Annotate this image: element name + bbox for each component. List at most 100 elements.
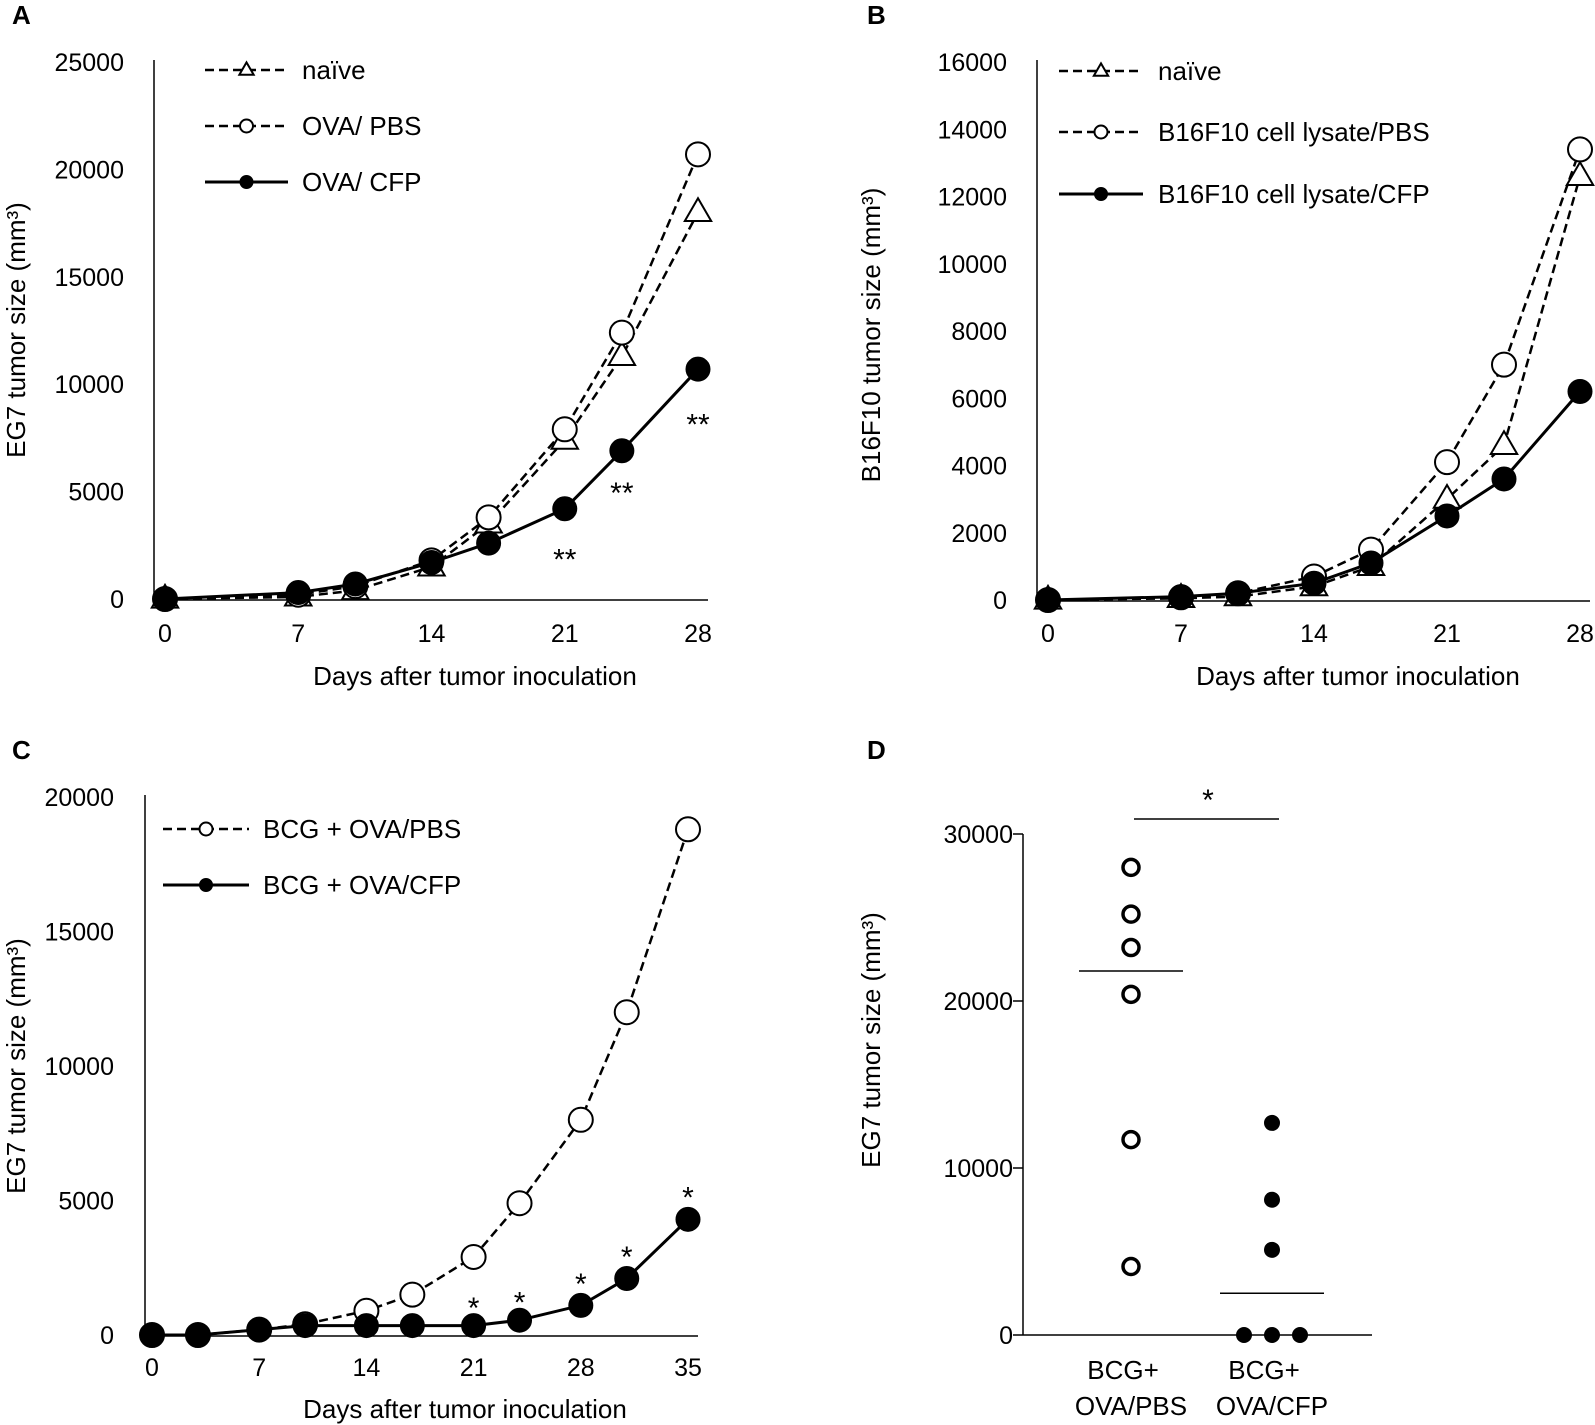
data-point-cfp: [1264, 1191, 1280, 1208]
data-point-series-3: [1491, 466, 1517, 492]
data-point-cfp: [1292, 1327, 1308, 1343]
data-point-series-1: [567, 1106, 594, 1133]
y-tick-label: 10000: [44, 1053, 114, 1081]
data-point-series-1: [1565, 160, 1595, 186]
data-point-series-2: [353, 1313, 379, 1339]
y-tick-label: 15000: [54, 264, 124, 292]
data-point-series-3: [152, 586, 178, 612]
data-point-series-1: [506, 1190, 533, 1217]
x-tick-label: 21: [460, 1354, 488, 1382]
data-point-series-1: [399, 1281, 426, 1308]
panel-letter: D: [867, 735, 886, 765]
y-axis-title: EG7 tumor size (mm³): [1, 938, 31, 1194]
data-point-pbs: [1121, 1129, 1141, 1150]
data-point-pbs: [1121, 937, 1141, 958]
data-point-series-1: [1489, 429, 1519, 455]
data-point-pbs: [1121, 857, 1141, 878]
x-tick-label: 35: [674, 1354, 702, 1382]
y-tick-label: 10000: [937, 251, 1007, 279]
data-point-pbs: [1121, 984, 1141, 1005]
x-tick-label: 7: [291, 620, 305, 648]
data-point-series-2: [1567, 136, 1593, 163]
panel-c: C 0 5000 10000 15000 20000 0 7 14 21 28 35 Days afte…: [1, 735, 702, 1424]
y-axis-title: EG7 tumor size (mm³): [1, 202, 31, 458]
category-label-line-1: BCG+: [1228, 1355, 1300, 1385]
y-axis-title: EG7 tumor size (mm³): [856, 912, 886, 1168]
data-point-series-2: [614, 1266, 640, 1292]
panel-a: A 0 5000 10000 15000 20000 25000 0 7 14 21 28 Days a…: [1, 0, 713, 691]
legend-marker: [1093, 124, 1109, 140]
data-point-series-3: [1301, 570, 1327, 596]
significance-marker: **: [686, 408, 710, 441]
x-axis-title: Days after tumor inoculation: [303, 1394, 627, 1424]
data-point-series-3: [1225, 580, 1251, 606]
data-point-pbs: [1121, 1256, 1141, 1277]
x-tick-label: 14: [418, 620, 446, 648]
data-point-series-2: [292, 1313, 318, 1339]
y-tick-label: 0: [110, 586, 124, 614]
x-tick-label: 28: [567, 1354, 595, 1382]
data-point-series-2: [475, 504, 502, 531]
data-point-series-2: [685, 141, 711, 168]
legend-marker: [1092, 61, 1110, 77]
legend-marker: [237, 60, 256, 76]
legend-label: B16F10 cell lysate/PBS: [1158, 117, 1430, 147]
panel-letter: C: [12, 735, 31, 765]
y-tick-label: 20000: [943, 988, 1013, 1016]
data-point-cfp: [1236, 1327, 1252, 1343]
x-tick-label: 14: [1300, 620, 1328, 648]
y-tick-label: 0: [100, 1322, 114, 1350]
y-tick-label: 20000: [44, 784, 114, 812]
legend-label: naïve: [1158, 56, 1222, 86]
significance-marker: *: [682, 1182, 694, 1215]
data-point-series-3: [1434, 503, 1460, 529]
significance-marker: *: [468, 1292, 480, 1325]
data-point-series-3: [1358, 550, 1384, 576]
legend-marker: [198, 821, 214, 837]
y-tick-label: 10000: [943, 1155, 1013, 1183]
y-tick-label: 0: [993, 587, 1007, 615]
data-point-cfp: [1264, 1327, 1280, 1343]
data-point-series-3: [1567, 379, 1593, 405]
x-tick-label: 7: [252, 1354, 266, 1382]
legend-marker: [1094, 187, 1108, 201]
x-tick-label: 0: [1041, 620, 1055, 648]
y-tick-label: 15000: [44, 919, 114, 947]
category-label-line-1: BCG+: [1087, 1355, 1159, 1385]
significance-marker: *: [575, 1268, 587, 1301]
panel-b: B 0 2000 4000 6000 8000 10000 12000 14000 16000 0 7…: [856, 0, 1595, 691]
data-point-series-2: [1491, 351, 1517, 378]
x-tick-label: 21: [551, 620, 579, 648]
data-point-series-1: [683, 196, 713, 223]
panel-letter: A: [12, 0, 31, 30]
significance-marker: **: [553, 544, 577, 577]
x-tick-label: 0: [158, 620, 172, 648]
data-point-series-2: [608, 319, 635, 346]
data-point-series-3: [685, 356, 711, 382]
legend-marker: [199, 878, 213, 892]
y-tick-label: 25000: [54, 49, 124, 77]
data-point-series-3: [1168, 584, 1194, 610]
series-line-1: [152, 828, 690, 1337]
significance-marker: **: [610, 477, 634, 510]
significance-marker: *: [1202, 784, 1214, 817]
data-point-series-3: [476, 530, 502, 556]
data-point-series-2: [551, 416, 578, 443]
data-point-cfp: [1264, 1114, 1280, 1131]
data-point-pbs: [1121, 904, 1141, 924]
panel-letter: B: [867, 0, 886, 30]
data-point-series-2: [246, 1317, 272, 1343]
data-point-series-3: [609, 438, 635, 464]
legend-label: OVA/ CFP: [302, 167, 421, 197]
legend-label: B16F10 cell lysate/CFP: [1158, 179, 1430, 209]
data-point-series-1: [606, 340, 637, 366]
category-label-line-2: OVA/PBS: [1075, 1391, 1187, 1421]
x-axis-title: Days after tumor inoculation: [1196, 661, 1520, 691]
y-tick-label: 6000: [951, 385, 1007, 413]
y-tick-label: 0: [999, 1322, 1013, 1350]
y-tick-label: 4000: [951, 453, 1007, 481]
x-tick-label: 21: [1433, 620, 1461, 648]
data-point-series-1: [613, 999, 640, 1026]
y-tick-label: 5000: [68, 479, 124, 507]
